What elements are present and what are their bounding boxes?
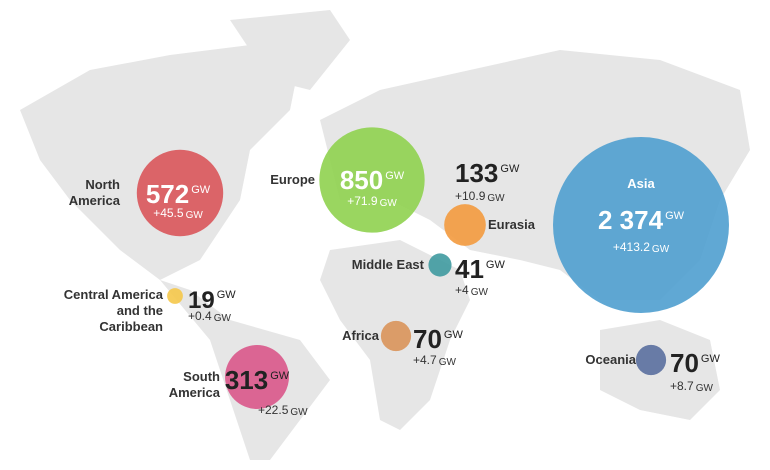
capacity-label: 313 GW: [225, 362, 289, 394]
change-value: +22.5: [258, 403, 289, 417]
unit: GW: [665, 210, 685, 222]
unit: GW: [379, 198, 397, 209]
change-label: +0.4 GW: [188, 309, 231, 326]
region-bubble: [319, 127, 425, 233]
capacity-label: 572 GW: [146, 176, 210, 208]
capacity-label: 70 GW: [413, 321, 463, 353]
capacity-value: 133: [455, 158, 499, 188]
region-name: Africa: [342, 328, 379, 343]
region-bubble: [635, 344, 667, 376]
region-name: Oceania: [585, 352, 636, 367]
region-bubble: [225, 345, 289, 409]
capacity-label: 2 374 GW: [598, 202, 684, 234]
unit: GW: [500, 163, 520, 175]
capacity-value: 41: [455, 254, 484, 284]
region-bubble: [444, 204, 486, 246]
region-name: Asia: [627, 176, 655, 191]
change-value: +413.2: [612, 240, 650, 254]
change-label: +413.2 GW: [613, 240, 669, 257]
change-value: +71.9: [347, 194, 378, 208]
unit: GW: [443, 329, 463, 341]
unit: GW: [385, 170, 405, 182]
unit: GW: [470, 287, 488, 298]
change-label: +10.9 GW: [455, 189, 505, 206]
change-value: +4.7: [413, 353, 437, 367]
unit: GW: [695, 383, 713, 394]
capacity-label: 850 GW: [340, 162, 404, 194]
change-label: +8.7 GW: [670, 379, 713, 396]
change-label: +71.9 GW: [347, 194, 397, 211]
capacity-value: 70: [670, 348, 699, 378]
unit: GW: [191, 184, 211, 196]
change-value: +8.7: [670, 379, 694, 393]
unit: GW: [651, 244, 670, 255]
region-bubble: [136, 149, 224, 237]
region-bubble: [428, 253, 452, 277]
unit: GW: [438, 357, 456, 368]
unit: GW: [700, 353, 720, 365]
capacity-label: 19 GW: [188, 281, 236, 315]
region-name: South America: [168, 369, 220, 400]
change-label: +4 GW: [455, 283, 488, 300]
change-value: +0.4: [188, 309, 212, 323]
change-value: +10.9: [455, 189, 486, 203]
unit: GW: [185, 210, 203, 221]
capacity-label: 41 GW: [455, 251, 505, 283]
capacity-value: 70: [413, 324, 442, 354]
region-bubble: [553, 137, 729, 313]
change-value: +45.5: [153, 206, 184, 220]
region-name: Central America and the Caribbean: [63, 287, 163, 334]
change-label: +4.7 GW: [413, 353, 456, 370]
capacity-value: 572: [145, 179, 190, 209]
unit: GW: [487, 193, 505, 204]
capacity-value: 313: [224, 365, 269, 395]
change-label: +45.5 GW: [153, 206, 203, 223]
region-bubble: [380, 320, 412, 352]
unit: GW: [216, 289, 236, 301]
unit: GW: [270, 370, 290, 382]
change-label: +22.5 GW: [258, 403, 308, 420]
region-name: Middle East: [351, 257, 424, 272]
capacity-value: 2 374: [597, 205, 664, 235]
capacity-value: 19: [188, 287, 215, 314]
capacity-label: 133 GW: [455, 155, 519, 187]
unit: GW: [290, 407, 308, 418]
unit: GW: [485, 259, 505, 271]
capacity-label: 70 GW: [670, 345, 720, 377]
region-name: North America: [68, 177, 120, 208]
capacity-value: 850: [339, 165, 384, 195]
region-bubble: [167, 288, 183, 304]
unit: GW: [213, 313, 231, 324]
change-value: +4: [455, 283, 469, 297]
region-name: Eurasia: [488, 217, 535, 232]
region-name: Europe: [270, 172, 315, 187]
